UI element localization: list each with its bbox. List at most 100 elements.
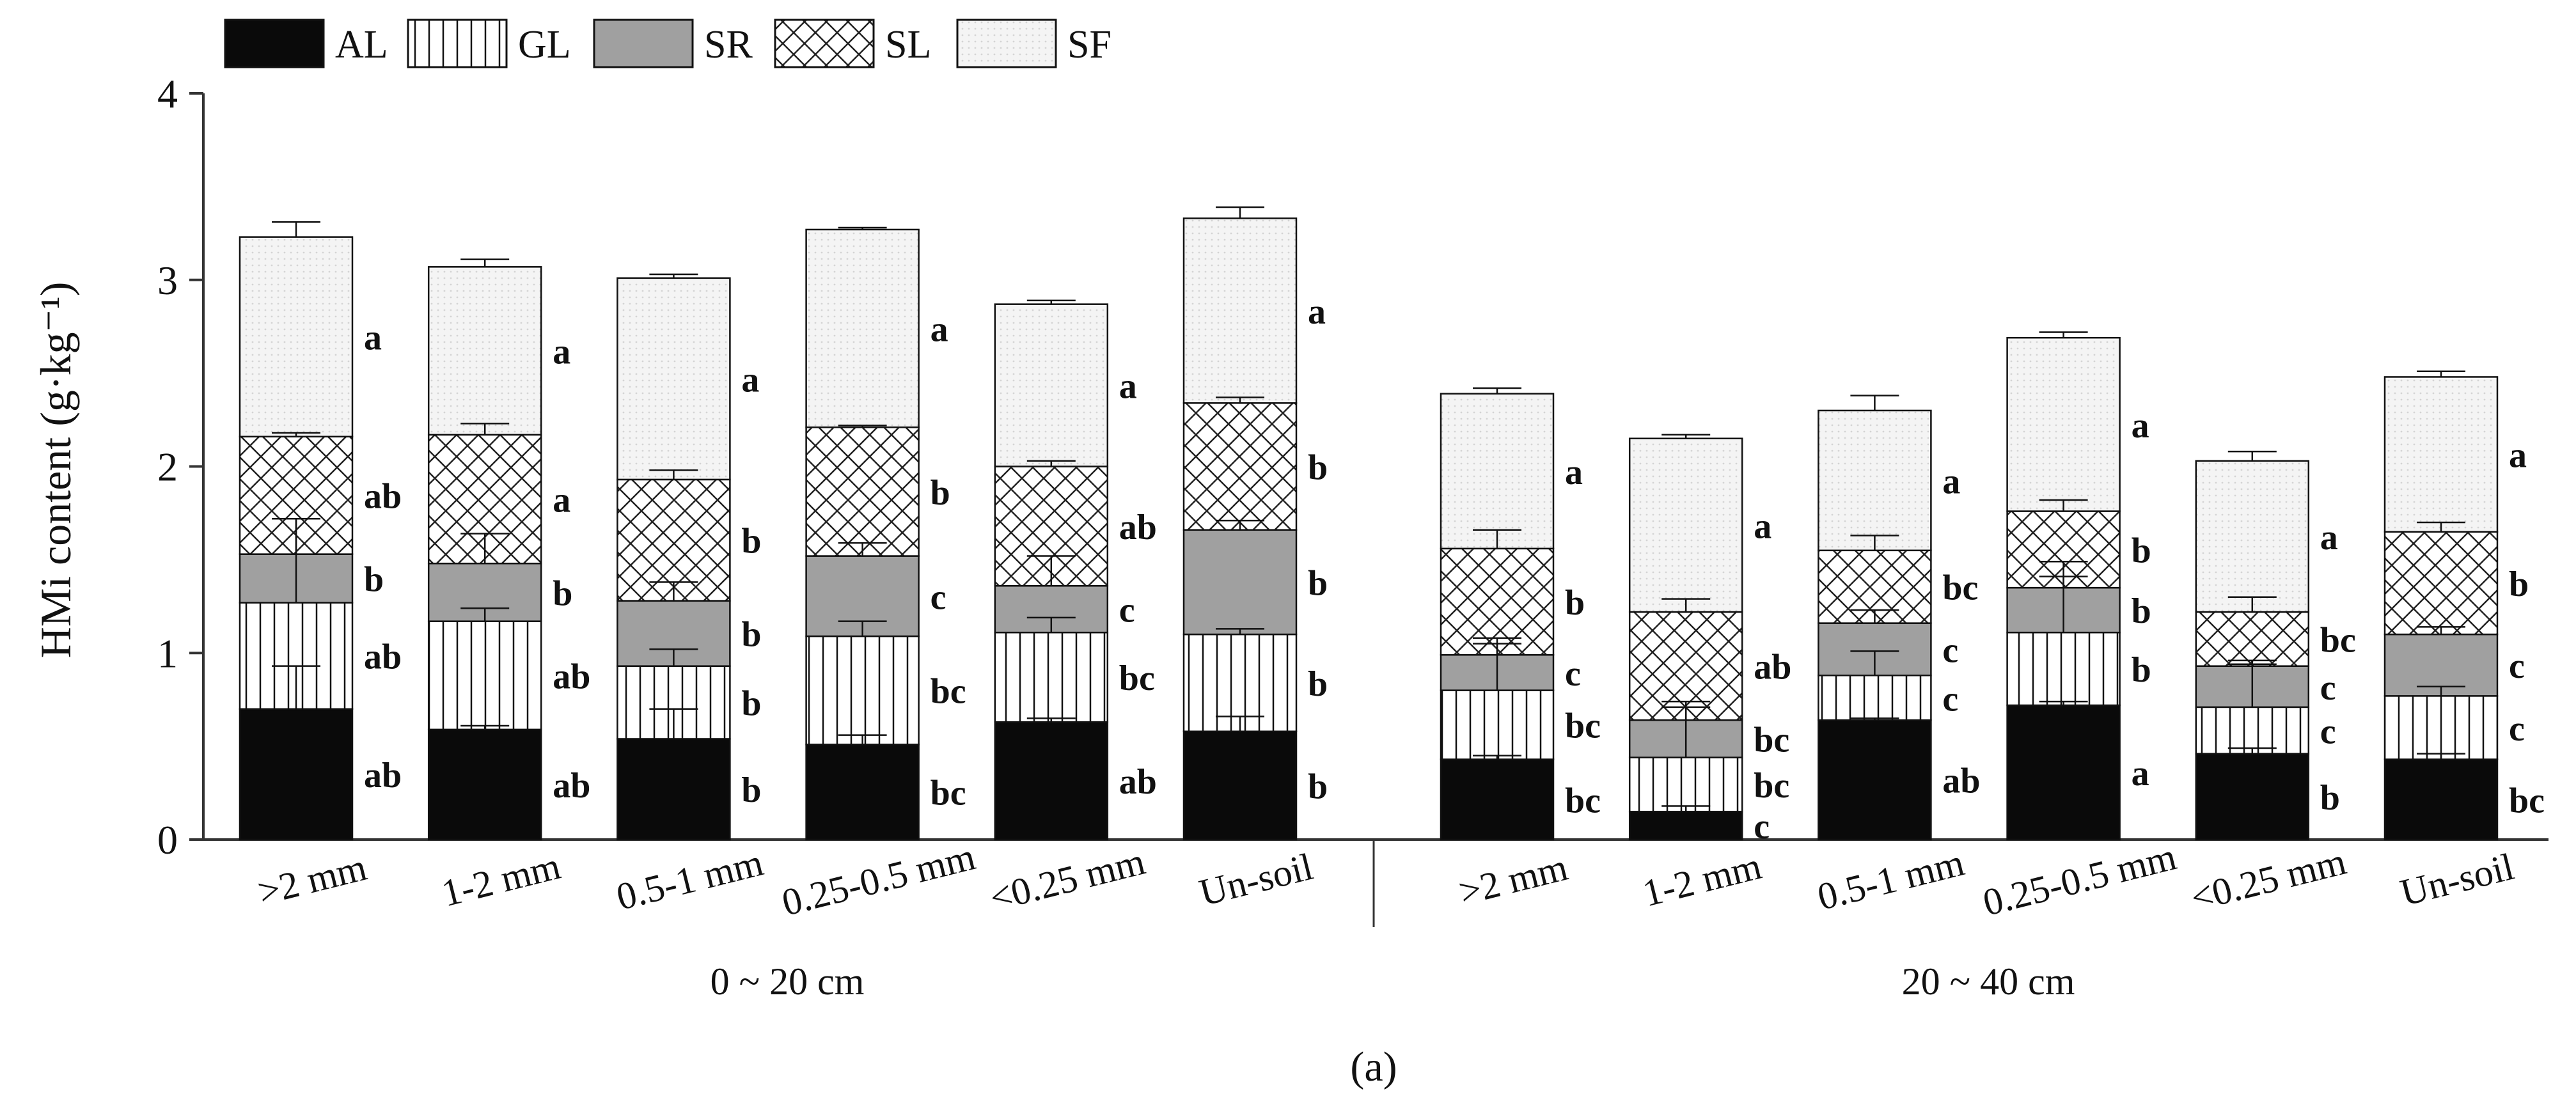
significance-letter: a [2509, 436, 2527, 476]
significance-letter: b [1308, 563, 1328, 603]
bar-segment-sf [805, 228, 920, 428]
significance-letter: b [741, 684, 761, 724]
significance-letter: b [1565, 583, 1585, 623]
significance-letter: c [2509, 646, 2525, 686]
bar-segment-gl [1818, 675, 1932, 721]
legend-label-al: AL [335, 23, 388, 67]
bar-segment-al [994, 721, 1109, 841]
x-tick-label: <0.25 mm [986, 840, 1149, 919]
significance-letter: ab [553, 766, 590, 806]
figure-caption: (a) [1350, 1044, 1397, 1090]
legend-label-sr: SR [704, 23, 753, 67]
significance-letter: a [741, 360, 759, 400]
bar-segment-al [1628, 810, 1743, 841]
bar-segment-sr [1182, 529, 1298, 636]
x-tick-label: 1-2 mm [1638, 845, 1766, 915]
bar-segment-gl [2006, 631, 2121, 707]
bar-segment-al [805, 743, 920, 841]
significance-letter: bc [1119, 659, 1155, 698]
x-tick-label: >2 mm [1455, 846, 1572, 914]
significance-letter: b [741, 615, 761, 655]
bar-segment-al [1182, 730, 1298, 841]
significance-letter: b [553, 574, 572, 613]
significance-letter: c [2509, 709, 2525, 749]
x-tick-label: 1-2 mm [437, 845, 565, 915]
bar-segment-sf [239, 236, 354, 438]
significance-letter: c [2320, 668, 2336, 708]
x-tick-label: 0.25-0.5 mm [778, 835, 979, 924]
significance-letter: a [1942, 462, 1960, 501]
significance-letter: b [741, 771, 761, 810]
bar-segment-gl [1628, 756, 1743, 813]
significance-letter: c [1754, 807, 1770, 847]
x-tick-label: Un-soil [1195, 845, 1317, 914]
x-tick-label: Un-soil [2396, 845, 2518, 914]
significance-letter: ab [364, 756, 402, 795]
bar-segment-sf [1440, 393, 1555, 550]
significance-letter: c [1942, 679, 1958, 719]
bar-segment-sr [2384, 633, 2499, 697]
significance-letter: ab [1754, 648, 1791, 687]
significance-letter: c [1119, 591, 1135, 630]
y-axis-label: HMi content (g·kg⁻¹) [31, 282, 80, 659]
legend-swatch-sf [956, 19, 1057, 68]
x-tick-labels: >2 mm 1-2 mm 0.5-1 mm 0.25-0.5 mm <0.25 mm Un… [254, 835, 2518, 924]
significance-letter: bc [2509, 781, 2545, 820]
significance-letter: a [2132, 754, 2149, 794]
significance-letter: ab [553, 657, 590, 696]
bar-segment-sl [2195, 611, 2310, 667]
bar-segment-sf [427, 266, 542, 436]
significance-letter: b [741, 522, 761, 561]
significance-letter: a [1565, 453, 1583, 492]
group-label: 20 ~ 40 cm [1902, 960, 2075, 1003]
significance-letter: c [1565, 654, 1581, 694]
bar-segment-sf [2384, 376, 2499, 533]
bars [239, 217, 2499, 841]
significance-letter: b [931, 473, 950, 513]
bar-segment-gl [427, 620, 542, 731]
significance-letter: bc [931, 774, 966, 813]
significance-letter: b [2509, 565, 2529, 604]
y-tick-label: 1 [157, 630, 178, 676]
bar-segment-gl [1440, 689, 1555, 760]
bar-segment-sf [1628, 437, 1743, 613]
legend-label-gl: GL [518, 23, 571, 67]
bar-segment-gl [2195, 706, 2310, 755]
bar-segment-sl [617, 478, 731, 602]
x-tick-label: 0.5-1 mm [612, 841, 767, 918]
significance-letter: bc [931, 672, 966, 712]
bar-segment-al [1818, 719, 1932, 841]
group-labels: 0 ~ 20 cm 20 ~ 40 cm [711, 960, 2075, 1003]
significance-letters: ababbabaababbaabbbbabcbccbaabbccababbbba… [364, 292, 2545, 847]
bar-segment-sf [2195, 460, 2310, 613]
bar-segment-sf [994, 303, 1109, 467]
significance-letter: bc [1942, 568, 1978, 608]
legend-swatch-al [224, 19, 325, 68]
significance-letter: ab [1119, 762, 1157, 802]
bar-segment-sf [2006, 336, 2121, 512]
significance-letter: a [1308, 292, 1326, 332]
bar-segment-sf [1182, 217, 1298, 404]
significance-letter: a [2320, 518, 2338, 558]
significance-letter: b [2132, 531, 2151, 570]
significance-letter: bc [1565, 781, 1601, 820]
legend-label-sf: SF [1067, 23, 1111, 67]
significance-letter: b [2132, 650, 2151, 690]
y-tick-label: 4 [157, 71, 178, 116]
x-tick-label: <0.25 mm [2187, 840, 2350, 919]
x-tick-label: 0.5-1 mm [1813, 841, 1968, 918]
significance-letter: a [1754, 506, 1771, 546]
significance-letter: bc [1565, 707, 1601, 746]
significance-letter: ab [1119, 508, 1157, 547]
significance-letter: ab [1942, 762, 1980, 801]
bar-segment-gl [805, 635, 920, 746]
y-tick-label: 0 [157, 817, 178, 863]
bar-segment-sl [805, 426, 920, 557]
significance-letter: b [2132, 591, 2151, 631]
significance-letter: bc [2320, 620, 2356, 660]
bar-segment-sf [1818, 409, 1932, 552]
error-bars [272, 206, 2465, 812]
bar-segment-gl [2384, 695, 2499, 760]
significance-letter: b [2320, 778, 2340, 818]
